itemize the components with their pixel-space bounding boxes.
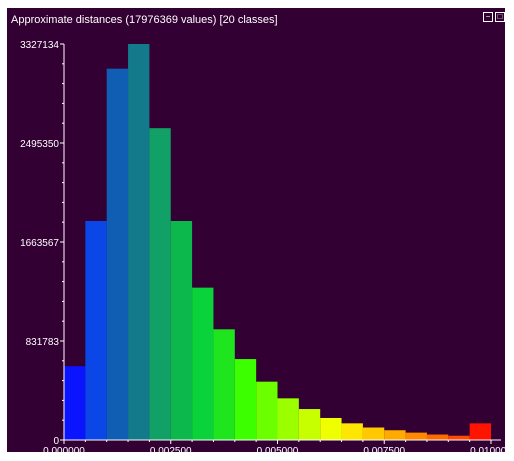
bar-9	[234, 359, 257, 440]
bar-6	[170, 221, 193, 440]
bar-3	[106, 68, 129, 440]
y-axis-ticks: 0 831783 1663567 2495350 3327134	[20, 40, 64, 447]
x-tick-label: 0.000000	[43, 446, 85, 452]
bar-20	[469, 423, 491, 440]
window-title: Approximate distances (17976369 values) …	[11, 14, 278, 26]
minimize-button[interactable]: −	[483, 12, 493, 22]
bar-17	[405, 432, 427, 440]
x-tick-label: 0.007500	[363, 446, 405, 452]
bar-1	[64, 366, 86, 440]
bar-18	[426, 434, 449, 440]
histogram-window: Approximate distances (17976369 values) …	[7, 8, 505, 452]
bar-5	[149, 128, 171, 440]
y-tick-label: 1663567	[20, 238, 59, 249]
y-tick-label: 2495350	[20, 139, 59, 150]
y-tick-label: 0	[53, 436, 59, 447]
bars-group	[64, 44, 491, 440]
x-tick-label: 0.005000	[257, 446, 299, 452]
bar-8	[213, 329, 235, 440]
x-axis-ticks: 0.000000 0.002500 0.005000 0.007500 0.010000	[43, 440, 505, 452]
maximize-button[interactable]: □	[495, 12, 505, 22]
bar-12	[298, 409, 321, 440]
bar-11	[277, 398, 299, 440]
bar-2	[85, 221, 107, 440]
bar-4	[128, 44, 150, 440]
y-tick-label: 3327134	[20, 40, 59, 51]
x-tick-label: 0.010000	[470, 446, 505, 452]
bar-16	[384, 430, 406, 440]
bar-14	[341, 423, 363, 440]
y-tick-label: 831783	[26, 337, 60, 348]
x-tick-label: 0.002500	[150, 446, 192, 452]
bar-13	[320, 417, 342, 440]
bar-15	[362, 427, 385, 440]
bar-7	[192, 287, 214, 440]
bar-19	[448, 435, 470, 440]
bar-10	[256, 381, 278, 440]
